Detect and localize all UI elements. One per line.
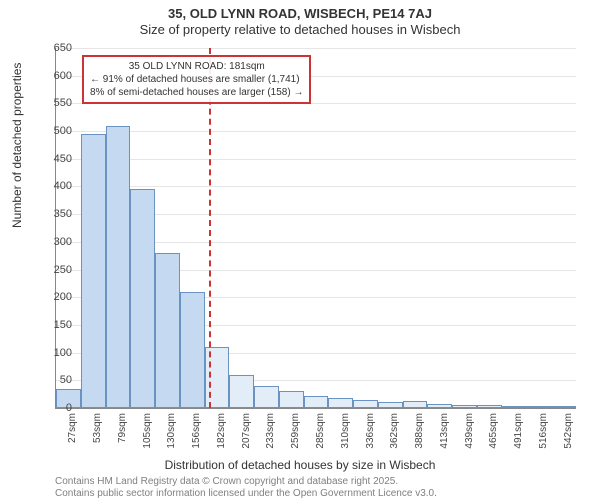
histogram-bar	[279, 391, 304, 408]
histogram-bar	[81, 134, 106, 408]
histogram-bar	[551, 406, 576, 408]
y-tick-label: 450	[32, 153, 72, 165]
histogram-bar	[304, 396, 329, 408]
x-tick-label: 542sqm	[563, 413, 574, 463]
histogram-bar	[477, 405, 502, 408]
x-tick-label: 439sqm	[464, 413, 475, 463]
footer-line-2: Contains public sector information licen…	[55, 488, 437, 499]
histogram-bar	[180, 292, 205, 408]
grid-line	[56, 131, 576, 132]
y-tick-label: 0	[32, 402, 72, 414]
y-tick-label: 200	[32, 291, 72, 303]
histogram-bar	[205, 347, 230, 408]
histogram-bar	[378, 402, 403, 408]
y-tick-label: 350	[32, 208, 72, 220]
x-tick-label: 388sqm	[414, 413, 425, 463]
x-tick-label: 362sqm	[389, 413, 400, 463]
histogram-bar	[106, 126, 131, 408]
histogram-bar	[502, 406, 527, 408]
y-tick-label: 650	[32, 42, 72, 54]
title-block: 35, OLD LYNN ROAD, WISBECH, PE14 7AJ Siz…	[0, 0, 600, 37]
plot-area: 35 OLD LYNN ROAD: 181sqm← 91% of detache…	[55, 48, 576, 409]
grid-line	[56, 48, 576, 49]
x-tick-label: 233sqm	[265, 413, 276, 463]
title-subtitle: Size of property relative to detached ho…	[0, 22, 600, 37]
x-tick-label: 310sqm	[340, 413, 351, 463]
histogram-bar	[229, 375, 254, 408]
x-tick-label: 53sqm	[92, 413, 103, 463]
x-tick-label: 259sqm	[290, 413, 301, 463]
x-tick-label: 285sqm	[315, 413, 326, 463]
y-tick-label: 50	[32, 374, 72, 386]
x-tick-label: 156sqm	[191, 413, 202, 463]
x-tick-label: 79sqm	[117, 413, 128, 463]
histogram-bar	[155, 253, 180, 408]
histogram-bar	[452, 405, 477, 408]
x-tick-label: 105sqm	[142, 413, 153, 463]
y-tick-label: 100	[32, 347, 72, 359]
y-tick-label: 400	[32, 180, 72, 192]
annotation-box: 35 OLD LYNN ROAD: 181sqm← 91% of detache…	[82, 55, 311, 104]
histogram-bar	[427, 404, 452, 408]
footer-line-1: Contains HM Land Registry data © Crown c…	[55, 476, 398, 487]
histogram-bar	[526, 406, 551, 408]
y-tick-label: 150	[32, 319, 72, 331]
x-tick-label: 182sqm	[216, 413, 227, 463]
x-tick-label: 413sqm	[439, 413, 450, 463]
y-tick-label: 250	[32, 264, 72, 276]
chart-container: 35, OLD LYNN ROAD, WISBECH, PE14 7AJ Siz…	[0, 0, 600, 500]
x-tick-label: 465sqm	[488, 413, 499, 463]
x-tick-label: 27sqm	[67, 413, 78, 463]
annotation-line: 8% of semi-detached houses are larger (1…	[90, 86, 303, 99]
grid-line	[56, 186, 576, 187]
histogram-bar	[254, 386, 279, 408]
annotation-line: ← 91% of detached houses are smaller (1,…	[90, 73, 303, 86]
x-tick-label: 491sqm	[513, 413, 524, 463]
x-tick-label: 516sqm	[538, 413, 549, 463]
x-tick-label: 130sqm	[166, 413, 177, 463]
y-axis-title: Number of detached properties	[10, 63, 24, 228]
y-tick-label: 300	[32, 236, 72, 248]
histogram-bar	[130, 189, 155, 408]
x-tick-label: 336sqm	[365, 413, 376, 463]
histogram-bar	[353, 400, 378, 408]
x-tick-label: 207sqm	[241, 413, 252, 463]
title-address: 35, OLD LYNN ROAD, WISBECH, PE14 7AJ	[0, 6, 600, 21]
annotation-line: 35 OLD LYNN ROAD: 181sqm	[90, 60, 303, 73]
y-tick-label: 500	[32, 125, 72, 137]
histogram-bar	[328, 398, 353, 408]
grid-line	[56, 159, 576, 160]
y-tick-label: 550	[32, 97, 72, 109]
y-tick-label: 600	[32, 70, 72, 82]
histogram-bar	[403, 401, 428, 408]
